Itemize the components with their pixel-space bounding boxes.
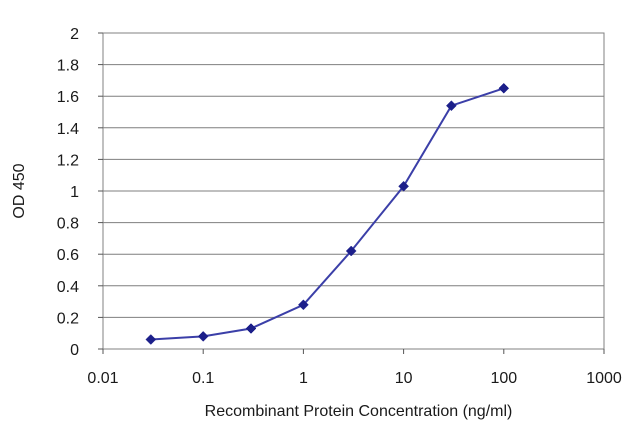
data-point-marker	[197, 331, 209, 342]
y-tick-label: 1.4	[57, 121, 79, 138]
x-tick-label: 0.01	[87, 370, 118, 387]
y-tick-label: 1	[70, 184, 79, 201]
series-layer	[145, 82, 510, 345]
data-point-marker	[498, 82, 510, 94]
data-point-marker	[145, 334, 157, 345]
data-point-marker	[345, 245, 357, 257]
x-axis-title: Recombinant Protein Concentration (ng/ml…	[205, 403, 513, 420]
x-tick-label: 0.1	[192, 370, 214, 387]
gridlines	[103, 32, 604, 350]
x-tick-label: 100	[490, 370, 517, 387]
y-tick-label: 0	[70, 342, 79, 359]
x-tick-label: 1	[299, 370, 308, 387]
x-axis-ticks: 0.01 0.1 1 10 100 1000	[87, 349, 622, 387]
data-point-marker	[398, 180, 409, 192]
y-axis-title: OD 450	[11, 163, 28, 218]
data-point-marker	[446, 100, 457, 112]
x-tick-label: 10	[395, 370, 413, 387]
series-line	[150, 87, 505, 341]
x-tick-label: 1000	[586, 370, 622, 387]
y-tick-label: 2	[70, 26, 79, 43]
y-tick-label: 0.2	[57, 310, 79, 327]
y-tick-label: 1.6	[57, 89, 79, 106]
y-tick-label: 0.6	[57, 247, 79, 264]
y-tick-label: 1.2	[57, 152, 79, 169]
y-tick-label: 0.8	[57, 216, 79, 233]
y-tick-label: 0.4	[57, 279, 79, 296]
data-point-marker	[245, 323, 257, 334]
data-point-marker	[298, 299, 309, 311]
y-tick-label: 1.8	[57, 58, 79, 75]
y-axis-ticks: 0 0.2 0.4 0.6 0.8 1 1.2 1.4 1.6 1.8 2	[57, 26, 103, 359]
